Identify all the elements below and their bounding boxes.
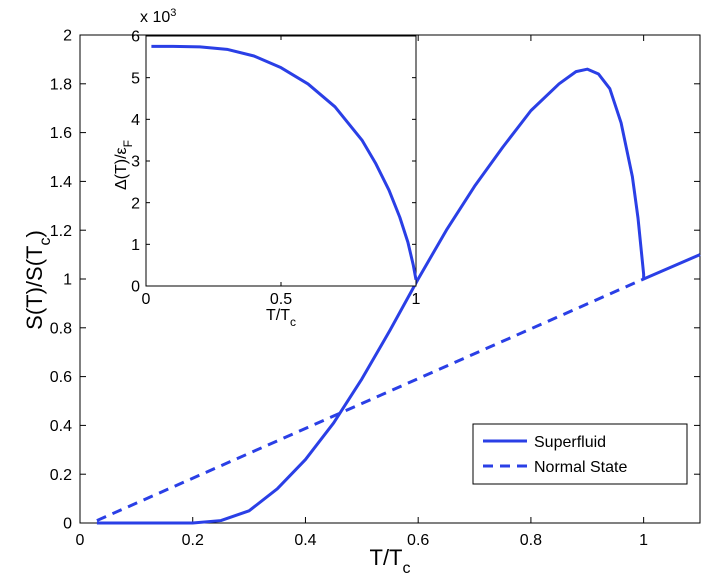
main-x-tick-label: 0.6 [407, 532, 429, 549]
main-y-tick-label: 1 [63, 272, 72, 289]
main-ticks: 0 0.2 0.4 0.6 0.8 1 0 0.2 0.4 0.6 0.8 1 1.2 1.4 1.6 1.8… [50, 28, 700, 549]
inset-exponent-label: x 103 [140, 7, 176, 26]
main-y-tick-label: 1.2 [50, 223, 72, 240]
inset-y-tick-label: 4 [131, 112, 140, 129]
main-y-tick-label: 0.8 [50, 320, 72, 337]
main-x-tick-label: 0.4 [294, 532, 316, 549]
main-x-tick-label: 0.8 [520, 532, 542, 549]
inset-x-tick-label: 1 [412, 291, 421, 308]
inset-y-tick-label: 1 [131, 237, 140, 254]
inset-y-tick-label: 6 [131, 29, 140, 46]
inset-axes-box [145, 35, 417, 287]
main-series [96, 67, 701, 525]
main-y-tick-label: 1.4 [50, 174, 72, 191]
main-y-axis-label: S(T)/S(Tc) [22, 230, 54, 330]
main-x-tick-label: 1 [639, 532, 648, 549]
main-x-tick-label: 0.2 [182, 532, 204, 549]
inset-x-tick-label: 0.5 [270, 291, 292, 308]
inset-series-0 [151, 44, 418, 281]
inset-y-tick-label: 5 [131, 70, 140, 87]
inset-plot: 0 0.5 1 0 1 2 3 4 5 6 x 103 T/Tc Δ(T)/εF [113, 7, 421, 329]
inset-y-tick-label: 3 [131, 154, 140, 171]
main-y-tick-label: 0.2 [50, 467, 72, 484]
legend-label-superfluid: Superfluid [534, 434, 606, 451]
main-y-tick-label: 2 [63, 28, 72, 45]
legend-label-normal-state: Normal State [534, 459, 627, 476]
inset-x-tick-label: 0 [142, 291, 151, 308]
legend-box [472, 423, 688, 485]
main-y-tick-label: 1.6 [50, 125, 72, 142]
inset-series [151, 44, 418, 281]
inset-y-tick-label: 0 [131, 279, 140, 296]
main-y-tick-label: 1.8 [50, 76, 72, 93]
main-series-0 [96, 67, 701, 525]
inset-y-tick-label: 2 [131, 195, 140, 212]
inset-ticks: 0 0.5 1 0 1 2 3 4 5 6 [131, 29, 420, 308]
main-y-tick-label: 0.6 [50, 369, 72, 386]
main-y-tick-label: 0.4 [50, 418, 72, 435]
main-y-tick-label: 0 [63, 516, 72, 533]
main-x-axis-label: T/Tc [370, 545, 411, 577]
inset-x-axis-label: T/Tc [266, 307, 296, 329]
main-series-1 [96, 277, 645, 522]
inset-y-axis-label: Δ(T)/εF [113, 140, 135, 190]
legend: Superfluid Normal State [472, 423, 688, 485]
main-x-tick-label: 0 [76, 532, 85, 549]
